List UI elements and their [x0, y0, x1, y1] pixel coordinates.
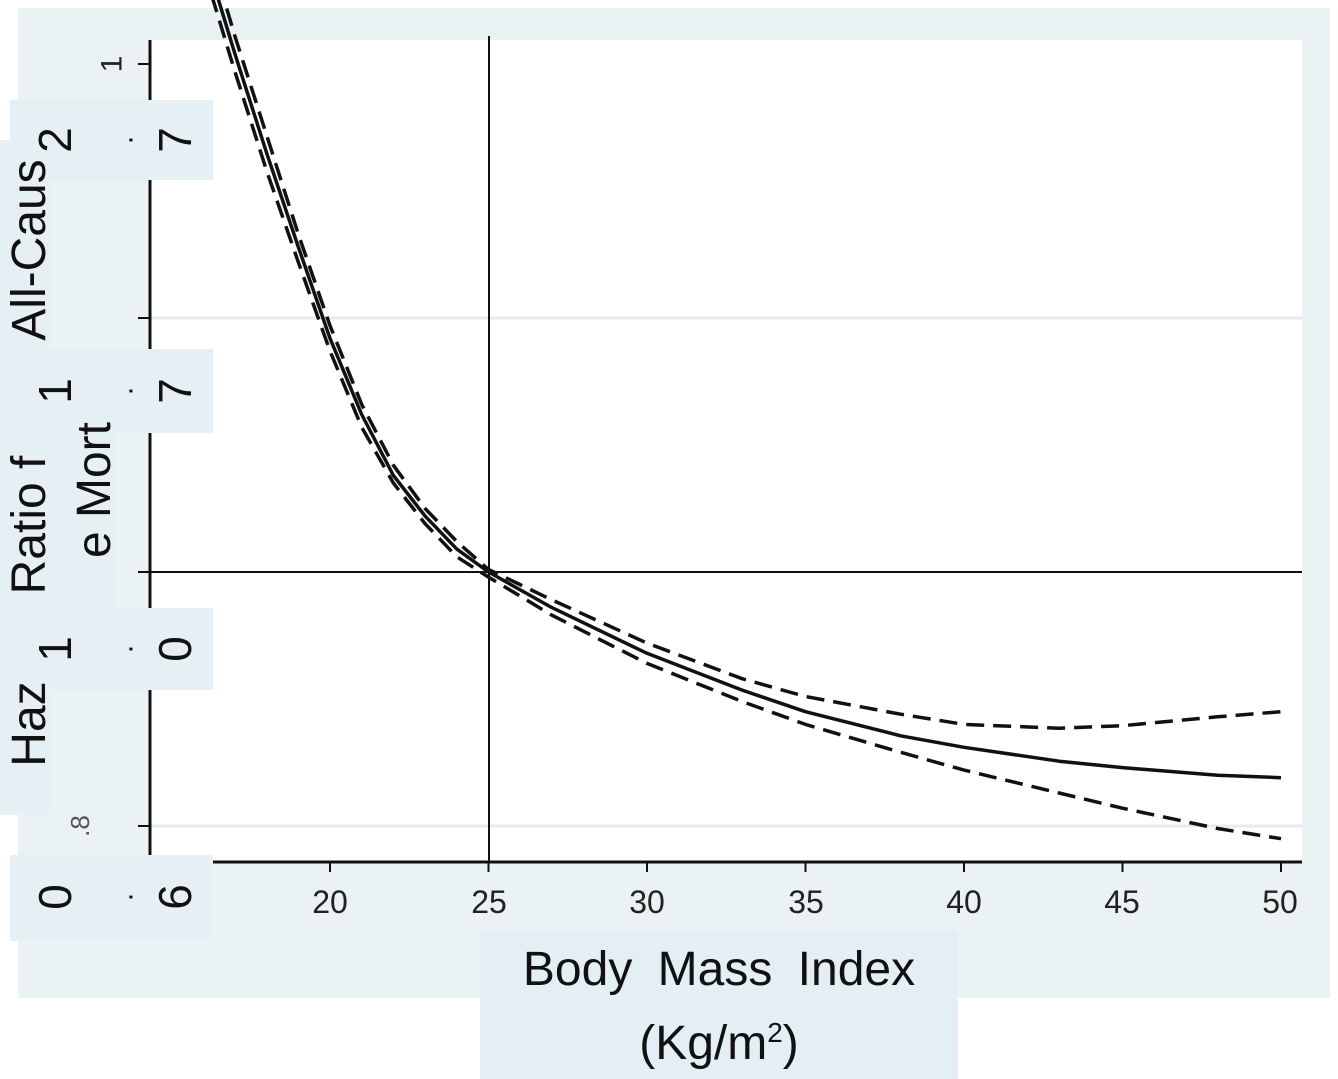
- x-axis-unit: (Kg/m2): [480, 1016, 958, 1071]
- y-label-patch-bottom: [10, 855, 213, 941]
- x-tick-label: 30: [629, 884, 665, 920]
- hazard-ratio-line: [216, 0, 1282, 780]
- y-axis-label-fragment: e Mort: [68, 422, 121, 559]
- y-label-strip-2: [50, 400, 115, 640]
- x-axis-label: Body Mass Index: [522, 943, 916, 996]
- y-axis-label-fragment: Haz: [3, 681, 56, 767]
- y-tick-label-top-right: 1: [96, 56, 129, 73]
- confidence-bound-line: [222, 0, 1282, 730]
- y-tick-fragment-right: 7: [149, 378, 201, 404]
- y-tick-fragment-right: 6: [149, 884, 201, 910]
- y-tick-dot: ·: [113, 644, 146, 654]
- x-tick-marks: [329, 862, 1282, 872]
- y-label-strip: [0, 140, 50, 815]
- x-tick-label: 35: [788, 884, 824, 920]
- y-tick-dot: ·: [113, 135, 146, 145]
- y-tick-fragment-left: 1: [29, 378, 81, 404]
- x-tick-label: 20: [312, 884, 348, 920]
- confidence-bound-line: [211, 0, 1282, 841]
- y-tick-label-faint: .8: [65, 815, 95, 837]
- x-tick-label: 50: [1262, 884, 1298, 920]
- series-layer: [211, 0, 1282, 841]
- x-axis-label-box: Body Mass Index (Kg/m2): [480, 930, 958, 1079]
- x-axis-unit-text: (Kg/m: [639, 1017, 768, 1070]
- x-axis-unit-superscript: 2: [767, 1017, 783, 1048]
- y-tick-fragment-right: 0: [149, 636, 201, 662]
- y-tick-fragment-left: 0: [29, 884, 81, 910]
- x-axis-unit-close: ): [782, 1017, 799, 1070]
- x-tick-label: 25: [471, 884, 507, 920]
- x-tick-label: 45: [1104, 884, 1140, 920]
- y-tick-dot: ·: [113, 386, 146, 396]
- y-axis-label-fragment: All-Caus: [3, 159, 56, 341]
- y-axis-label-fragment: Ratio f: [3, 455, 56, 595]
- x-tick-label: 40: [946, 884, 982, 920]
- y-tick-fragment-right: 7: [149, 127, 201, 153]
- plot-area: [150, 40, 1302, 862]
- y-tick-dot: ·: [113, 892, 146, 902]
